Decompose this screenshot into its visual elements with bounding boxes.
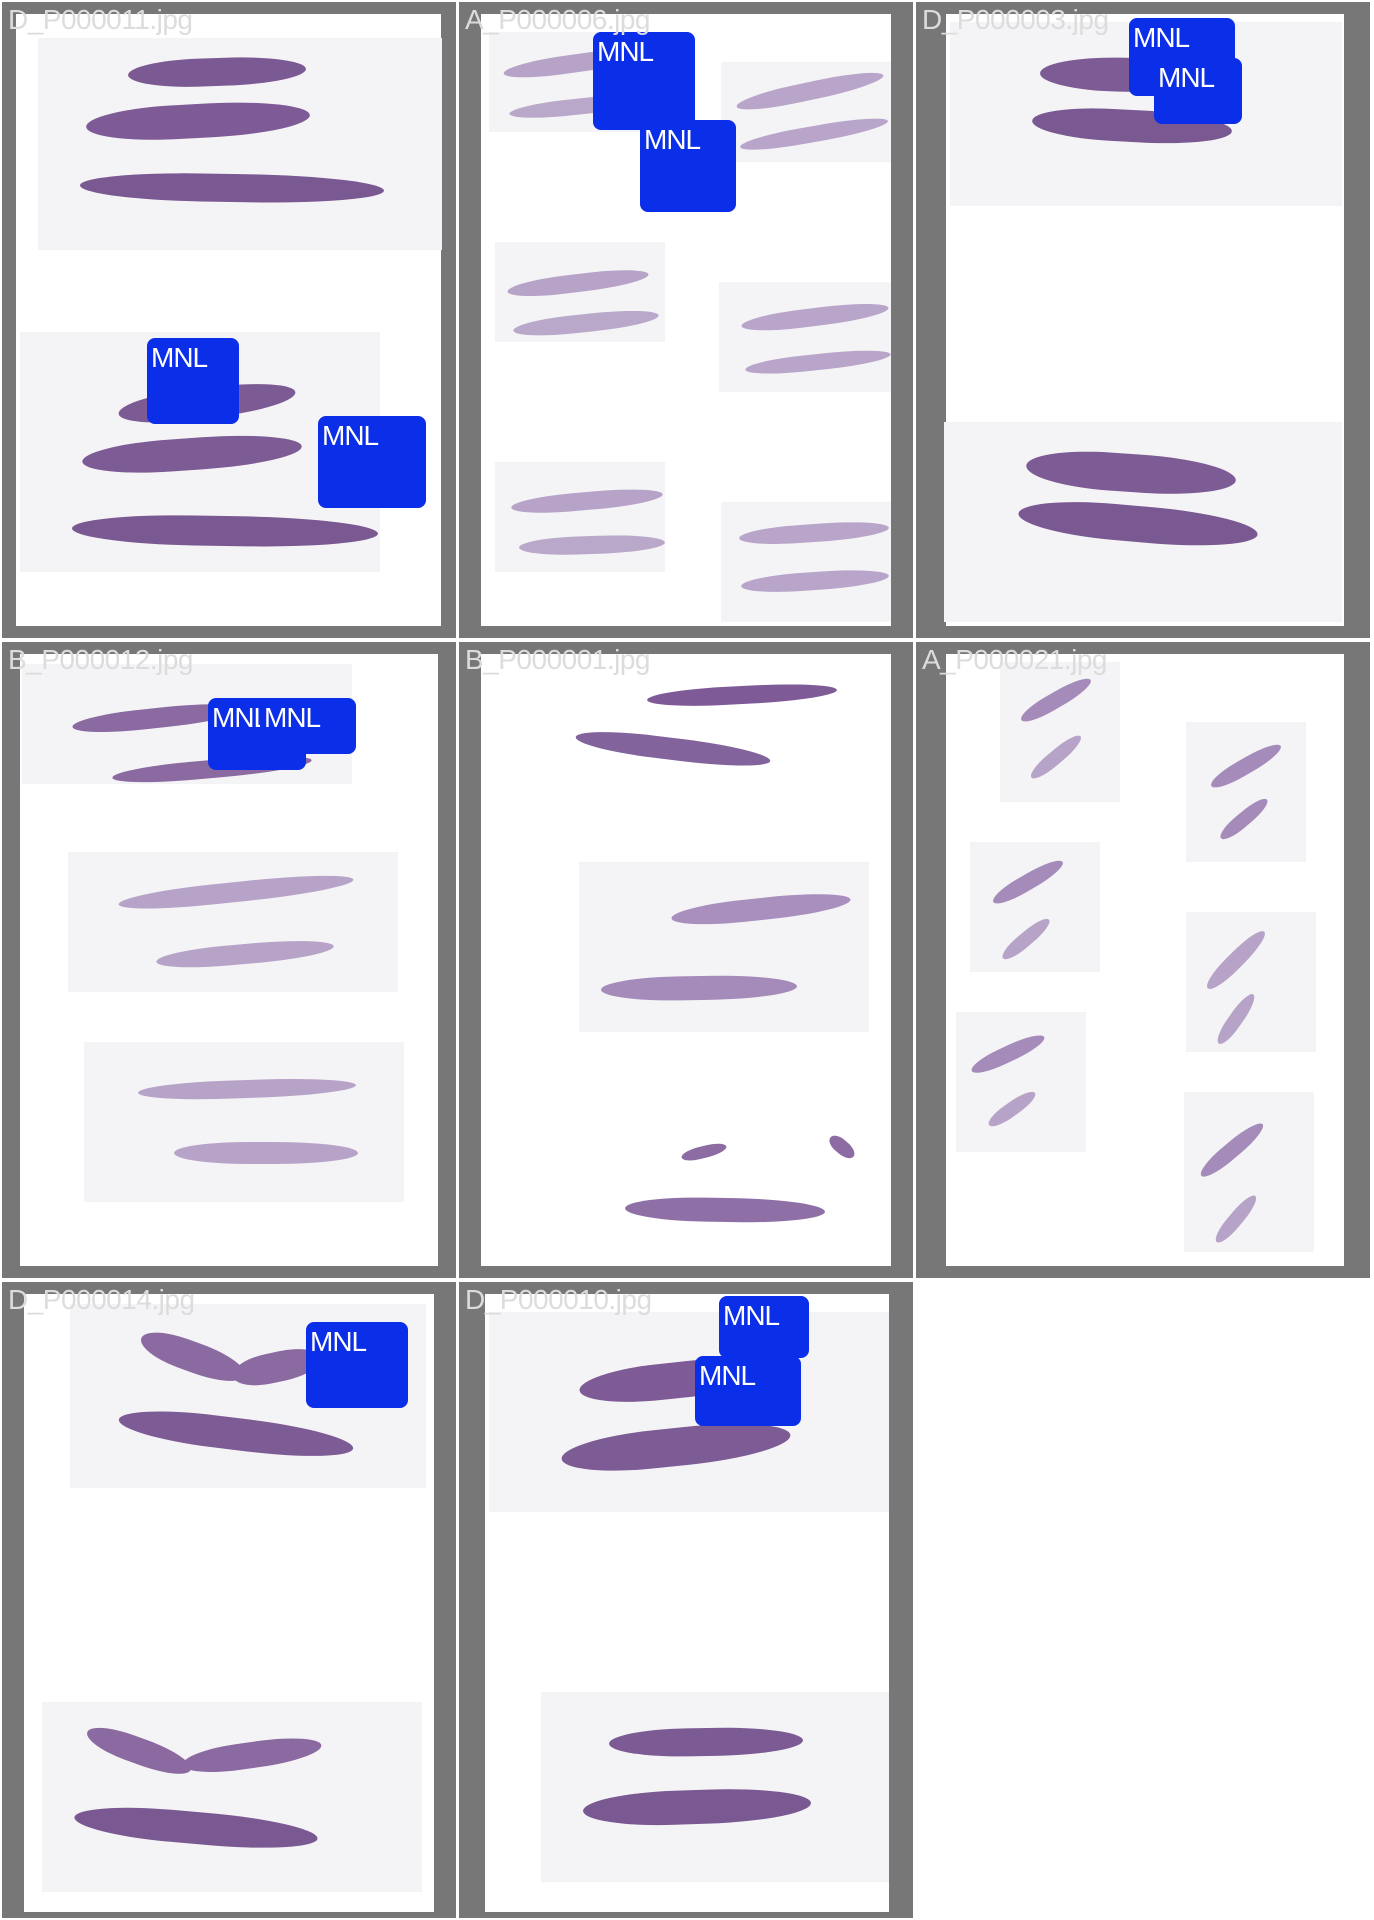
detection-box: MNL — [593, 32, 695, 130]
image-filename: A_P000021.jpg — [922, 644, 1108, 675]
panel-a-p000006: MNL MNL A_P000006.jpg — [459, 2, 913, 638]
detection-label: MNL — [310, 1326, 367, 1357]
panel-b-p000001: B_P000001.jpg — [459, 642, 913, 1278]
tissue-section — [719, 282, 891, 392]
image-filename: D_P000003.jpg — [922, 4, 1109, 35]
detection-box: MNL — [318, 416, 426, 508]
detection-label: MNL — [699, 1360, 756, 1391]
detection-label: MNL — [1158, 62, 1215, 93]
tissue-section — [956, 1012, 1086, 1152]
panel-d-p000011: MNL MNL D_P000011.jpg — [2, 2, 456, 638]
detection-box: MNL — [640, 120, 736, 212]
tissue-section — [1186, 912, 1316, 1052]
detection-box: MNL — [306, 1322, 408, 1408]
detection-box: MNL — [260, 698, 356, 754]
detection-box: MNL — [695, 1356, 801, 1426]
panel-d-p000003: MNL MNL D_P000003.jpg — [916, 2, 1370, 638]
detection-label: MNL — [644, 124, 701, 155]
image-filename: A_P000006.jpg — [465, 4, 651, 35]
image-filename: D_P000010.jpg — [465, 1284, 652, 1315]
detection-box: MNL — [1154, 58, 1242, 124]
image-filename: B_P000001.jpg — [465, 644, 651, 675]
tissue-section — [68, 852, 398, 992]
tissue-section — [721, 502, 891, 622]
tissue-section — [1000, 662, 1120, 802]
detection-label: MNL — [597, 36, 654, 67]
tissue-section — [84, 1042, 404, 1202]
image-filename: D_P000014.jpg — [8, 1284, 195, 1315]
tissue-section — [489, 1312, 889, 1512]
panel-d-p000010: MNL MNL D_P000010.jpg — [459, 1282, 913, 1918]
detection-label: MNL — [723, 1300, 780, 1331]
detection-label: MNL — [264, 702, 321, 733]
detection-label: MNL — [1133, 22, 1190, 53]
panel-d-p000014: MNL D_P000014.jpg — [2, 1282, 456, 1918]
tissue-section — [541, 1692, 889, 1882]
tissue-section — [495, 462, 665, 572]
tissue-section — [579, 862, 869, 1032]
image-filename: D_P000011.jpg — [8, 4, 193, 35]
panel-a-p000021: A_P000021.jpg — [916, 642, 1370, 1278]
detection-label: MNL — [151, 342, 208, 373]
panel-b-p000012: MNL MNL B_P000012.jpg — [2, 642, 456, 1278]
tissue-section — [1186, 722, 1306, 862]
tissue-strip — [174, 1142, 358, 1164]
image-filename: B_P000012.jpg — [8, 644, 194, 675]
tissue-section — [970, 842, 1100, 972]
detection-label: MNL — [212, 702, 269, 733]
detection-box: MNL — [147, 338, 239, 424]
detection-label: MNL — [322, 420, 379, 451]
detection-box: MNL — [719, 1296, 809, 1358]
